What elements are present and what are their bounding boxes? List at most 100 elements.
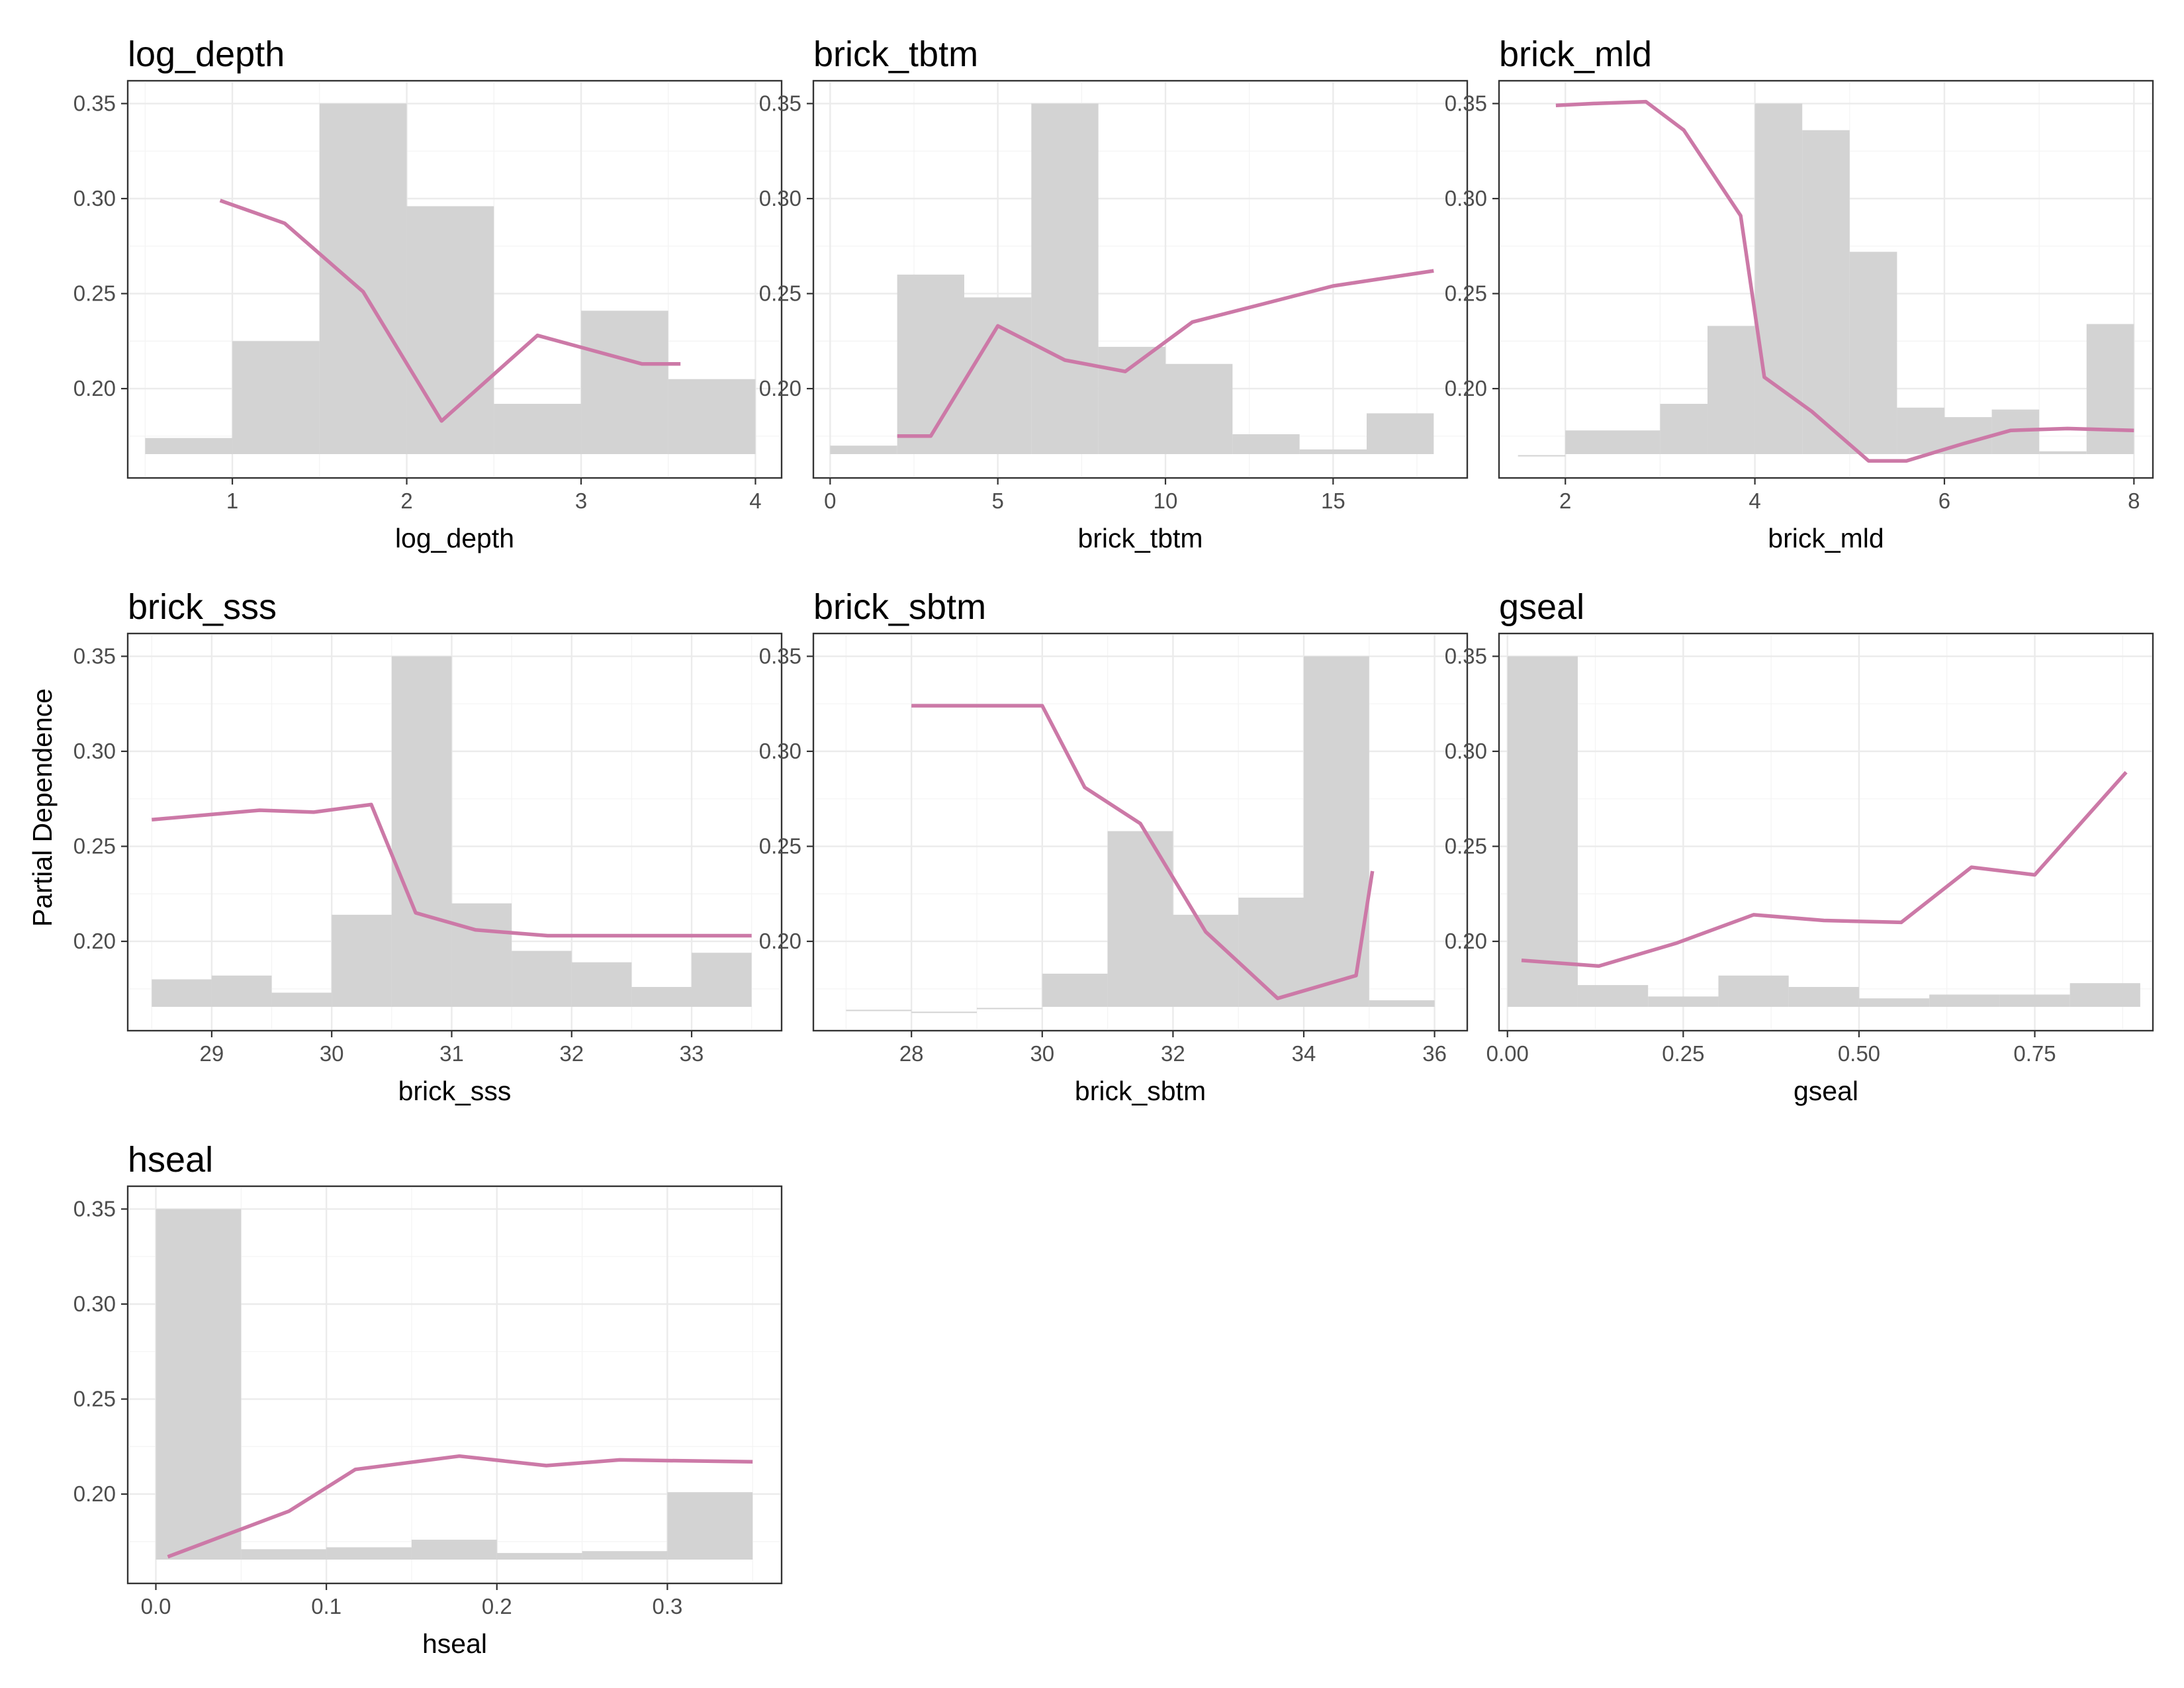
panel-title: hseal (128, 1140, 213, 1180)
x-tick-label: 30 (320, 1041, 344, 1066)
x-axis-label: brick_mld (1768, 523, 1884, 553)
y-tick-label: 0.35 (1445, 643, 1487, 668)
histogram-bar (830, 445, 897, 454)
x-tick-label: 4 (749, 489, 761, 513)
histogram-bar (1238, 898, 1304, 1007)
partial-dependence-line (1521, 771, 2128, 968)
x-tick-label: 32 (1161, 1041, 1185, 1066)
x-tick-label: 0 (824, 489, 836, 513)
panel-brick_sbtm: brick_sbtm 0.20 0.25 0.30 0.35 28 30 32 34 36 bric… (759, 587, 1469, 1106)
panel-border (812, 79, 1469, 479)
panel-title: brick_sbtm (813, 587, 986, 627)
histogram-bar (1518, 455, 1566, 457)
panel-border (126, 1185, 783, 1585)
y-tick-label: 0.30 (73, 1291, 116, 1316)
x-tick-label: 0.3 (652, 1594, 682, 1618)
panel-border (1498, 79, 2154, 479)
histogram-bar (581, 310, 668, 454)
histogram-bar (319, 103, 407, 454)
x-tick-label: 0.50 (1838, 1041, 1880, 1066)
y-tick-label: 0.25 (1445, 281, 1487, 306)
panel-border (126, 79, 783, 479)
y-tick-label: 0.20 (73, 376, 116, 400)
histogram-bar (152, 979, 212, 1007)
panel-border (812, 632, 1469, 1032)
panel-log_depth: log_depth 0.20 0.25 0.30 0.35 1 2 3 4 log_depth (73, 34, 783, 553)
y-axis-label: Partial Dependence (27, 688, 58, 927)
histogram-bar (1897, 407, 1944, 454)
histogram-bar (1707, 326, 1755, 454)
histogram-bar (1299, 449, 1367, 454)
histogram-bar (1107, 831, 1173, 1007)
histogram-bar (1660, 404, 1708, 454)
x-tick-label: 31 (439, 1041, 464, 1066)
x-tick-label: 4 (1749, 489, 1760, 513)
histogram-bar (1788, 986, 1859, 1007)
histogram-bar (1369, 1000, 1435, 1007)
histogram-bar (391, 656, 452, 1007)
y-tick-label: 0.30 (1445, 739, 1487, 763)
panel-title: brick_mld (1499, 34, 1652, 74)
histogram-bar (156, 1209, 242, 1560)
histogram-bar (1565, 430, 1661, 454)
x-axis-label: brick_sbtm (1075, 1076, 1206, 1106)
histogram-bar (411, 1539, 497, 1560)
histogram-bar (897, 274, 964, 454)
histogram-bar (668, 379, 756, 454)
y-tick-label: 0.30 (1445, 186, 1487, 211)
partial-dependence-line (897, 269, 1434, 438)
y-tick-label: 0.30 (73, 186, 116, 211)
panel-title: gseal (1499, 587, 1584, 627)
partial-dependence-line (167, 1454, 753, 1559)
histogram-bar (1304, 656, 1369, 1007)
histogram-bar (1577, 985, 1649, 1007)
x-tick-label: 0.1 (311, 1594, 341, 1618)
x-tick-label: 28 (899, 1041, 924, 1066)
x-axis-label: brick_sss (398, 1076, 512, 1106)
y-tick-label: 0.25 (73, 834, 116, 859)
x-tick-label: 34 (1292, 1041, 1316, 1066)
histogram-bar (2070, 983, 2140, 1007)
histogram-bar (326, 1547, 412, 1560)
histogram-bar (1367, 413, 1434, 454)
histogram-bar (406, 206, 494, 454)
histogram-bar (977, 1008, 1042, 1009)
x-tick-label: 0.0 (141, 1594, 171, 1618)
y-tick-label: 0.35 (759, 91, 801, 115)
y-tick-label: 0.20 (73, 1481, 116, 1506)
histogram-bar (241, 1549, 327, 1560)
histogram-bar (1929, 994, 2000, 1007)
y-tick-label: 0.35 (73, 91, 116, 115)
panel-brick_sss: brick_sss 0.20 0.25 0.30 0.35 29 30 31 32 33 brick… (73, 587, 783, 1106)
panel-background (1498, 632, 2154, 1032)
histogram-bar (582, 1551, 668, 1560)
y-tick-label: 0.25 (759, 281, 801, 306)
x-tick-label: 1 (226, 489, 238, 513)
y-tick-label: 0.20 (759, 376, 801, 400)
x-tick-label: 8 (2128, 489, 2140, 513)
histogram-bar (2086, 324, 2134, 454)
x-tick-label: 0.25 (1662, 1041, 1704, 1066)
partial-dependence-line (152, 802, 752, 938)
histogram-bar (846, 1009, 912, 1011)
x-tick-label: 0.00 (1486, 1041, 1529, 1066)
histogram-bar (667, 1492, 753, 1560)
x-tick-label: 3 (575, 489, 587, 513)
histogram-bar (512, 951, 572, 1007)
x-tick-label: 5 (991, 489, 1003, 513)
histogram-bar (1042, 973, 1108, 1007)
histogram-bar (1858, 998, 1930, 1007)
y-tick-label: 0.25 (1445, 834, 1487, 859)
histogram-bar (494, 404, 582, 454)
histogram-bar (1507, 656, 1578, 1007)
y-tick-label: 0.35 (73, 1196, 116, 1221)
x-tick-label: 2 (1559, 489, 1571, 513)
histogram-bar (145, 438, 233, 454)
y-tick-label: 0.30 (759, 186, 801, 211)
x-tick-label: 36 (1422, 1041, 1447, 1066)
x-axis-label: gseal (1794, 1076, 1858, 1106)
histogram-bar (964, 297, 1032, 454)
x-tick-label: 0.75 (2013, 1041, 2056, 1066)
histogram-bar (271, 992, 332, 1007)
panel-border (1498, 632, 2154, 1032)
